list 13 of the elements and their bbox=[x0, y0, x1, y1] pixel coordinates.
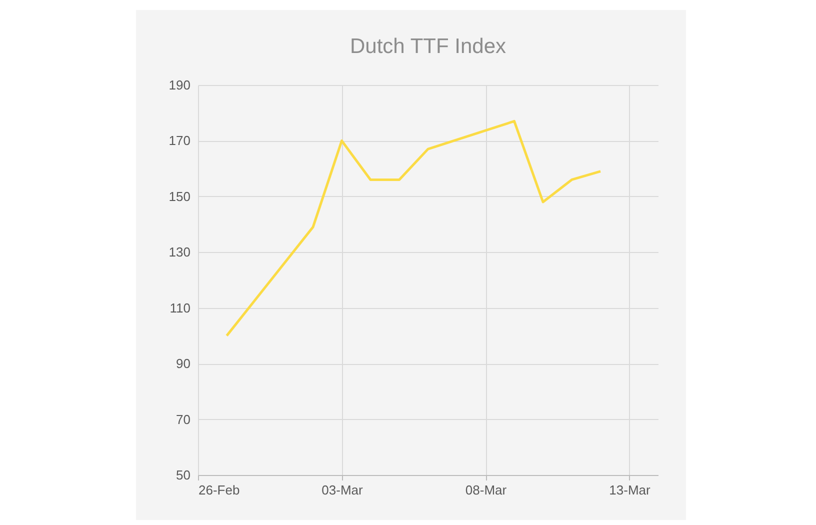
y-tick-label: 50 bbox=[176, 468, 190, 482]
y-tick-label: 110 bbox=[170, 300, 190, 316]
x-tick-label: 26-Feb bbox=[198, 482, 240, 498]
y-tick-label: 70 bbox=[176, 412, 190, 427]
y-tick-label: 190 bbox=[168, 78, 190, 92]
y-tick-label: 150 bbox=[168, 188, 190, 204]
x-tick-label: 13-Mar bbox=[609, 482, 652, 498]
chart-title: Dutch TTF Index bbox=[350, 35, 506, 58]
y-tick-label: 130 bbox=[168, 244, 190, 260]
y-tick-label: 90 bbox=[176, 356, 190, 372]
x-tick-label: 03-Mar bbox=[322, 482, 364, 498]
x-tick-label: 08-Mar bbox=[465, 482, 508, 498]
y-tick-label: 170 bbox=[168, 133, 190, 148]
